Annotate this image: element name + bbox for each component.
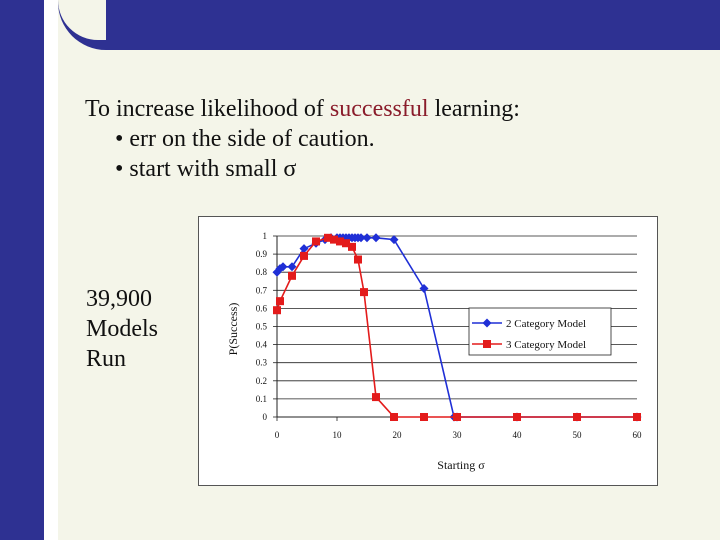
run-word: Run [86, 346, 127, 372]
series-2-point-14 [420, 413, 428, 421]
series-1-point-19 [389, 235, 399, 245]
series-1-point-16 [356, 233, 366, 243]
success-chart: 0 0.1 0.2 0.3 0.4 0.5 0.6 0.7 0.8 0.9 1 0 10 20 30 40 5… [226, 231, 642, 472]
heading-text-pre: To increase likelihood of [85, 96, 330, 122]
y-tick-label-0.3: 0.3 [256, 358, 268, 368]
series-1-point-2 [278, 262, 288, 272]
series-2-point-17 [573, 413, 581, 421]
series-1-point-20 [419, 283, 429, 293]
series-1-point-18 [371, 233, 381, 243]
series-2-point-13 [390, 413, 398, 421]
y-tick-labels: 0 0.1 0.2 0.3 0.4 0.5 0.6 0.7 0.8 0.9 1 [256, 231, 268, 422]
x-tick-label-50: 50 [573, 430, 583, 440]
series-2-point-1 [276, 297, 284, 306]
legend-box [468, 307, 612, 356]
left-frame-strip [44, 0, 58, 540]
series-2 [273, 233, 641, 421]
top-frame-bar [58, 0, 720, 50]
chart-frame: 0 0.1 0.2 0.3 0.4 0.5 0.6 0.7 0.8 0.9 1 0 10 20 30 40 5… [198, 216, 658, 486]
models-count: 39,900 [86, 286, 152, 312]
series-2-point-4 [312, 237, 320, 246]
x-tick-label-20: 20 [393, 430, 403, 440]
y-tick-label-0.1: 0.1 [256, 394, 267, 404]
y-tick-label-1: 1 [263, 231, 268, 241]
series-2-point-6 [330, 235, 338, 244]
bullet-small-sigma: • start with small σ [115, 156, 297, 182]
series-2-point-18 [633, 413, 641, 421]
y-tick-label-0.5: 0.5 [256, 322, 268, 332]
series-2-point-5 [324, 233, 332, 242]
legend-marker-1 [482, 318, 492, 328]
x-tick-label-30: 30 [453, 430, 463, 440]
series-2-point-16 [513, 413, 521, 421]
slide-heading: To increase likelihood of successful lea… [85, 94, 705, 184]
series-2-point-7 [336, 237, 344, 246]
y-tick-label-0.9: 0.9 [256, 249, 268, 259]
series-2-point-3 [300, 251, 308, 260]
x-tick-labels: 0 10 20 30 40 50 60 [275, 430, 642, 440]
series-2-point-2 [288, 271, 296, 280]
series-2-point-11 [360, 288, 368, 297]
legend: 2 Category Model 3 Category Model [468, 307, 612, 356]
x-tick-label-40: 40 [513, 430, 523, 440]
y-tick-label-0.7: 0.7 [256, 285, 268, 295]
series-1-point-4 [299, 244, 309, 254]
bullet-caution: • err on the side of caution. [115, 126, 375, 152]
grid-lines [277, 235, 637, 400]
series-1-point-3 [287, 262, 297, 272]
series-2-point-12 [372, 393, 380, 402]
series-2-point-15 [453, 413, 461, 421]
y-tick-label-0.8: 0.8 [256, 267, 268, 277]
y-axis-label: P(Success) [226, 303, 240, 356]
series-layer [272, 233, 642, 422]
y-tick-label-0.2: 0.2 [256, 376, 267, 386]
series-2-point-10 [354, 255, 362, 264]
x-axis-label: Starting σ [437, 458, 485, 472]
legend-label-1: 2 Category Model [506, 318, 586, 330]
legend-label-2: 3 Category Model [506, 339, 586, 351]
y-tick-label-0.4: 0.4 [256, 340, 268, 350]
series-2-point-8 [342, 239, 350, 248]
models-run-note: 39,900 Models Run [86, 284, 196, 374]
x-tick-label-10: 10 [333, 430, 343, 440]
heading-accent-word: successful [329, 96, 429, 122]
left-frame-band [0, 0, 44, 540]
y-tick-label-0: 0 [263, 412, 268, 422]
models-word: Models [86, 316, 158, 342]
series-2-point-0 [273, 306, 281, 315]
legend-marker-2 [483, 340, 491, 348]
x-tick-label-60: 60 [633, 430, 643, 440]
y-tick-label-0.6: 0.6 [256, 303, 268, 313]
x-tick-label-0: 0 [275, 430, 280, 440]
heading-line-1: To increase likelihood of successful lea… [85, 94, 705, 124]
top-frame-curve [58, 0, 106, 40]
heading-text-post: learning: [428, 96, 520, 122]
series-2-point-9 [348, 242, 356, 251]
series-1-point-17 [362, 233, 372, 243]
